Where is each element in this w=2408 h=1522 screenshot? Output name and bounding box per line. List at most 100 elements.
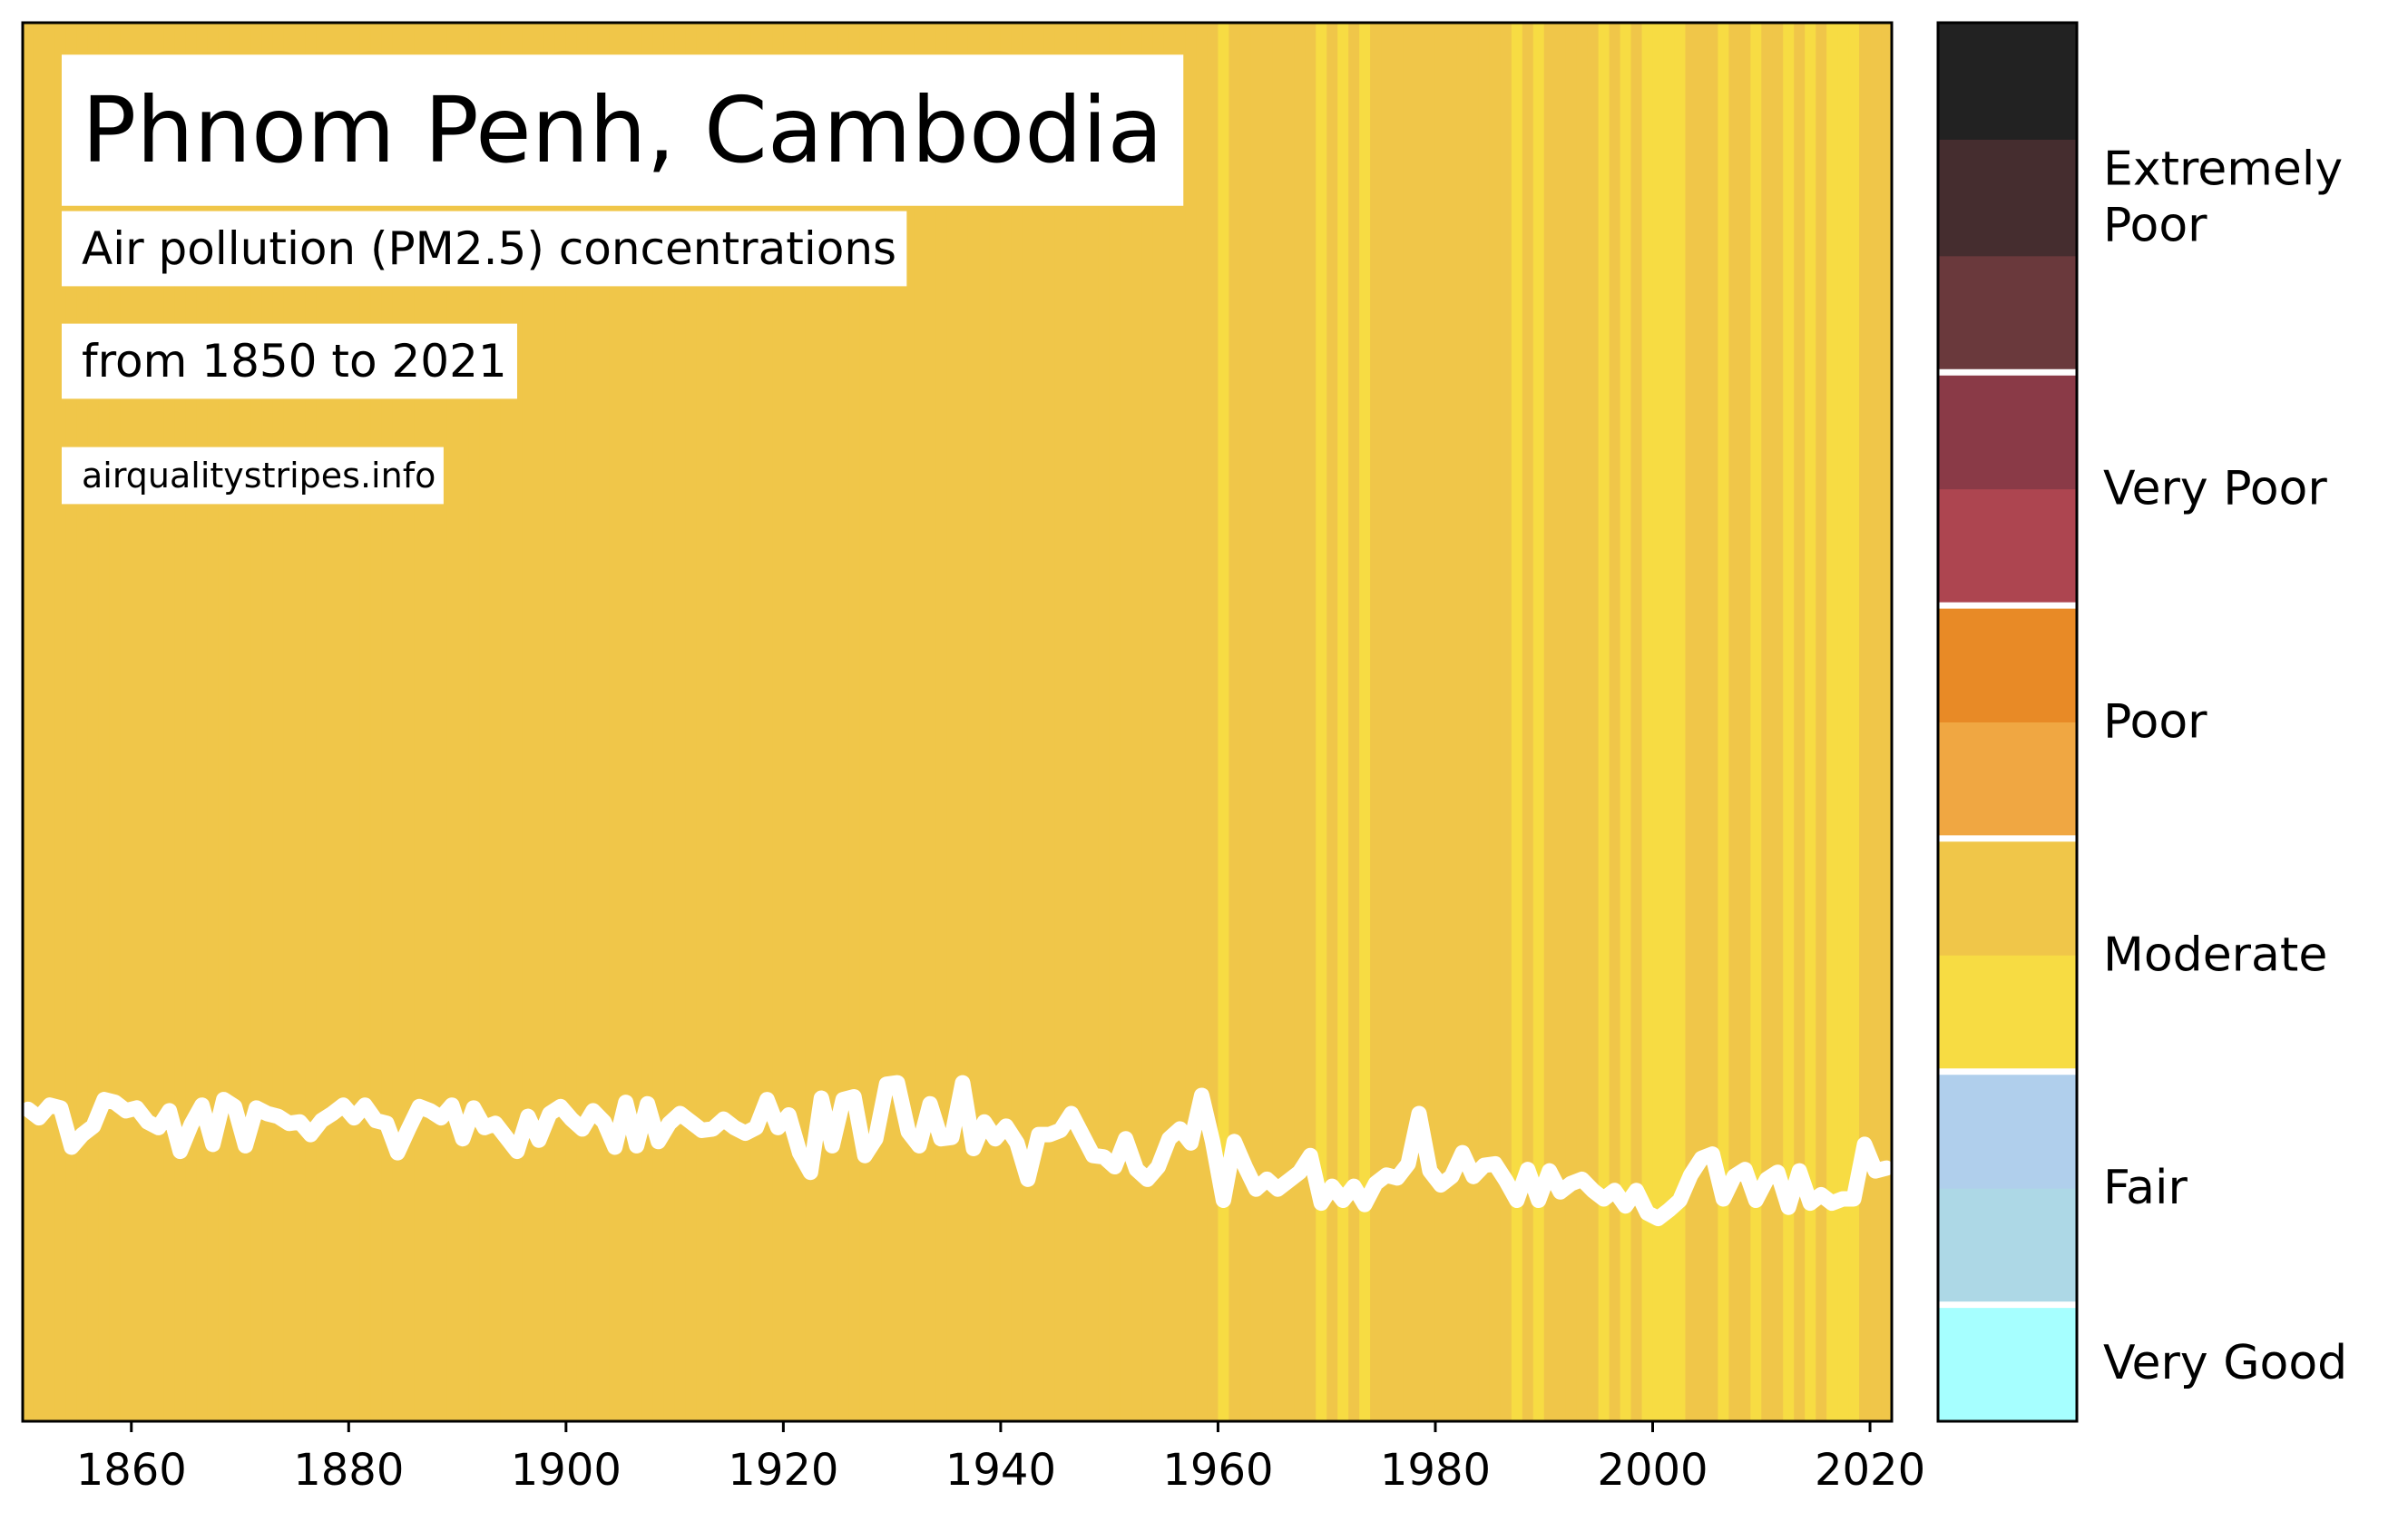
stripe — [978, 23, 991, 1421]
stripe — [1565, 23, 1578, 1421]
stripe — [1316, 23, 1327, 1421]
stripe — [1218, 23, 1230, 1421]
stripe — [533, 23, 545, 1421]
x-tick-label: 1920 — [728, 1445, 838, 1496]
stripe — [565, 23, 578, 1421]
stripe — [1305, 23, 1317, 1421]
stripe — [772, 23, 784, 1421]
stripe — [1424, 23, 1436, 1421]
stripe — [543, 23, 556, 1421]
stripe — [989, 23, 1002, 1421]
stripe — [1674, 23, 1687, 1421]
x-tick-label: 2020 — [1815, 1445, 1925, 1496]
stripe — [1000, 23, 1013, 1421]
stripe — [1881, 23, 1893, 1421]
stripe — [1685, 23, 1698, 1421]
stripe — [718, 23, 730, 1421]
stripe — [827, 23, 838, 1421]
stripe — [881, 23, 893, 1421]
stripe — [816, 23, 827, 1421]
x-tick-label: 1900 — [511, 1445, 622, 1496]
stripe — [783, 23, 795, 1421]
colorbar-label: Poor — [2103, 199, 2207, 253]
stripe — [1207, 23, 1219, 1421]
colorbar-block — [1938, 255, 2077, 373]
stripe — [1826, 23, 1838, 1421]
stripe — [1478, 23, 1491, 1421]
stripe — [1065, 23, 1078, 1421]
stripe — [1228, 23, 1240, 1421]
stripe — [1196, 23, 1209, 1421]
stripe — [1043, 23, 1056, 1421]
stripe — [1707, 23, 1718, 1421]
overlay: 1860 1880 1900 1920 1940 1960 1980 2000 2020 Phno… — [21, 21, 1925, 1496]
stripe — [598, 23, 611, 1421]
stripe — [1532, 23, 1545, 1421]
stripe — [23, 23, 34, 1421]
stripe — [1870, 23, 1882, 1421]
period: from 1850 to 2021 — [82, 335, 507, 388]
stripe — [1728, 23, 1740, 1421]
stripe — [1816, 23, 1827, 1421]
stripe — [1805, 23, 1816, 1421]
stripe — [1750, 23, 1762, 1421]
stripe — [1141, 23, 1154, 1421]
stripe — [1381, 23, 1393, 1421]
stripe — [1761, 23, 1773, 1421]
colorbar-block — [1938, 605, 2077, 722]
stripe — [1261, 23, 1273, 1421]
source: airqualitystripes.info — [82, 456, 436, 496]
stripe — [1033, 23, 1045, 1421]
stripe — [1663, 23, 1676, 1421]
colorbar-block — [1938, 372, 2077, 490]
stripe — [587, 23, 600, 1421]
stripe — [1250, 23, 1262, 1421]
title: Phnom Penh, Cambodia — [82, 77, 1163, 183]
stripe — [1272, 23, 1284, 1421]
stripe — [1076, 23, 1089, 1421]
colorbar-block — [1938, 1071, 2077, 1189]
stripe — [674, 23, 687, 1421]
colorbar-block — [1938, 722, 2077, 840]
stripe — [1783, 23, 1795, 1421]
stripe — [33, 23, 45, 1421]
colorbar-block — [1938, 838, 2077, 956]
colorbar-block — [1938, 1188, 2077, 1306]
stripe — [609, 23, 622, 1421]
stripe — [652, 23, 665, 1421]
period-box — [62, 323, 517, 399]
stripe — [1467, 23, 1480, 1421]
plot-frame — [21, 21, 1894, 1423]
colorbar-label: Poor — [2103, 695, 2207, 750]
stripe — [620, 23, 632, 1421]
stripe — [1392, 23, 1404, 1421]
stripe — [1554, 23, 1567, 1421]
stripe — [1859, 23, 1871, 1421]
stripe — [729, 23, 741, 1421]
stripe — [663, 23, 676, 1421]
stripe — [1174, 23, 1187, 1421]
stripe — [1163, 23, 1176, 1421]
source-box — [62, 447, 444, 505]
stripe — [870, 23, 882, 1421]
colorbar-label: Moderate — [2103, 928, 2327, 982]
stripe — [696, 23, 709, 1421]
stripe — [1576, 23, 1589, 1421]
stripe — [1359, 23, 1371, 1421]
stripe — [805, 23, 817, 1421]
stripe — [641, 23, 654, 1421]
stripe — [1511, 23, 1523, 1421]
x-tick-label: 1980 — [1380, 1445, 1491, 1496]
stripe — [1152, 23, 1165, 1421]
colorbar-block — [1938, 1304, 2077, 1422]
stripe — [750, 23, 763, 1421]
stripe — [554, 23, 567, 1421]
stripe — [794, 23, 806, 1421]
colorbar-block — [1938, 23, 2077, 140]
stripe — [1598, 23, 1610, 1421]
colorbar-label: Fair — [2103, 1161, 2188, 1215]
subtitle-box — [62, 211, 907, 287]
stripe — [1620, 23, 1632, 1421]
stripe — [1109, 23, 1121, 1421]
stripe — [1696, 23, 1708, 1421]
